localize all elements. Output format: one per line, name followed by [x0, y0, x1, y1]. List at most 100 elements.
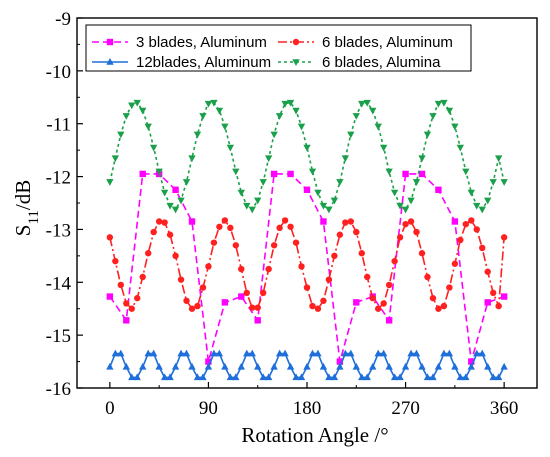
data-point [149, 349, 158, 357]
data-point [396, 373, 404, 381]
data-point [286, 362, 295, 370]
data-point [199, 113, 207, 120]
legend: 3 blades, Aluminum 6 blades, Aluminum 12bl… [85, 24, 472, 72]
data-point [369, 107, 377, 115]
data-point [177, 197, 185, 205]
plot-frame [76, 17, 538, 389]
data-point [418, 170, 426, 178]
data-point [171, 206, 180, 214]
data-point [254, 197, 262, 205]
data-point [144, 250, 152, 257]
data-point [478, 349, 486, 357]
data-point [221, 362, 229, 370]
data-point [462, 168, 470, 176]
data-point [106, 362, 114, 370]
data-point [418, 362, 426, 370]
data-point [358, 373, 366, 381]
data-point [122, 362, 130, 370]
data-point [188, 155, 196, 163]
data-point [500, 293, 508, 300]
legend-label: 6 blades, Alumina [322, 54, 441, 71]
data-point [308, 168, 317, 176]
data-point [243, 349, 251, 357]
data-point [292, 239, 300, 246]
data-point [128, 305, 135, 312]
data-point [133, 99, 141, 107]
data-point [341, 155, 350, 163]
data-point [374, 349, 382, 357]
x-tick-label: 0 [105, 398, 115, 419]
y-axis-title: S11/dB [11, 180, 42, 236]
legend-swatch-marker [292, 59, 300, 66]
data-point [172, 186, 179, 193]
data-point [396, 234, 404, 241]
data-point [407, 349, 415, 357]
data-point [489, 289, 497, 297]
series-line [109, 101, 505, 211]
data-point [500, 179, 508, 186]
data-point [319, 362, 328, 370]
data-point [259, 179, 267, 186]
data-point [243, 202, 251, 210]
data-point [210, 99, 218, 107]
legend-entry: 6 blades, Alumina [278, 54, 441, 71]
data-point [440, 349, 448, 357]
data-point [287, 223, 294, 230]
data-point [347, 131, 355, 139]
data-point [331, 252, 338, 260]
data-point [407, 197, 415, 205]
data-point [297, 373, 306, 381]
data-point [193, 373, 202, 381]
data-point [265, 265, 272, 273]
data-point [264, 155, 273, 163]
legend-swatch-marker [106, 58, 114, 65]
data-point [445, 107, 454, 115]
data-point [221, 123, 229, 131]
data-point [446, 284, 453, 291]
data-point [123, 317, 130, 324]
data-point [412, 349, 421, 357]
data-point [413, 228, 420, 236]
data-point [139, 273, 146, 281]
data-point [275, 113, 284, 120]
data-point [216, 223, 223, 230]
data-point [160, 189, 169, 197]
data-point [292, 373, 300, 381]
data-point [379, 144, 388, 152]
data-point [226, 373, 235, 381]
data-point [342, 219, 349, 226]
data-point [314, 349, 322, 357]
data-point [473, 202, 481, 210]
data-point [336, 231, 344, 238]
data-point [434, 100, 443, 108]
data-point [204, 100, 213, 108]
data-point [467, 362, 475, 370]
data-point [363, 99, 371, 107]
data-point [106, 179, 114, 186]
data-point [150, 228, 157, 236]
data-point [451, 260, 459, 267]
series-3 [106, 99, 508, 214]
data-point [249, 304, 256, 311]
data-point [155, 362, 163, 370]
data-point [286, 99, 295, 107]
legend-entry: 12blades, Aluminum [92, 54, 271, 71]
data-point [401, 206, 410, 214]
data-point [429, 294, 437, 302]
data-point [418, 155, 426, 163]
data-point [106, 293, 114, 300]
data-point [139, 107, 147, 115]
data-point [353, 299, 360, 306]
data-point [396, 202, 404, 210]
data-point [155, 168, 163, 176]
data-point [199, 284, 207, 291]
data-point [139, 170, 146, 178]
data-point [341, 349, 350, 357]
data-point [390, 189, 399, 197]
data-point [281, 100, 289, 108]
data-point [254, 317, 261, 324]
data-point [484, 268, 491, 275]
data-point [149, 144, 158, 152]
data-point [248, 349, 256, 357]
